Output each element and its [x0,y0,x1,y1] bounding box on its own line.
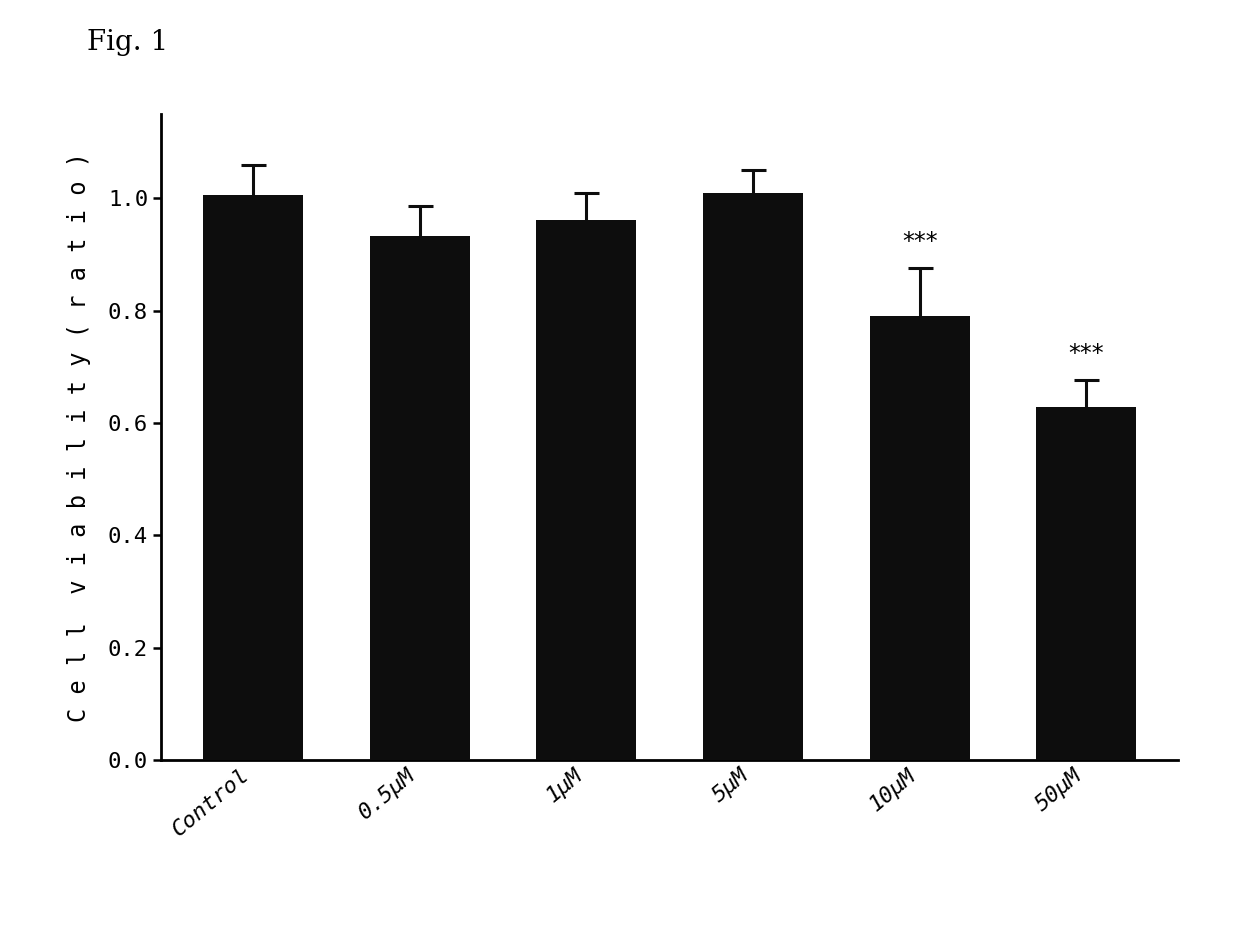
Bar [869,316,970,760]
Bar [370,237,470,760]
Text: ***: *** [1069,342,1104,366]
Text: ***: *** [901,231,937,255]
Y-axis label: C e l l  v i a b i l i t y ( r a t i o ): C e l l v i a b i l i t y ( r a t i o ) [67,152,92,722]
Bar [703,193,804,760]
Bar [203,196,303,760]
Text: Fig. 1: Fig. 1 [87,28,169,55]
Bar [536,219,636,760]
Bar [1037,408,1136,760]
